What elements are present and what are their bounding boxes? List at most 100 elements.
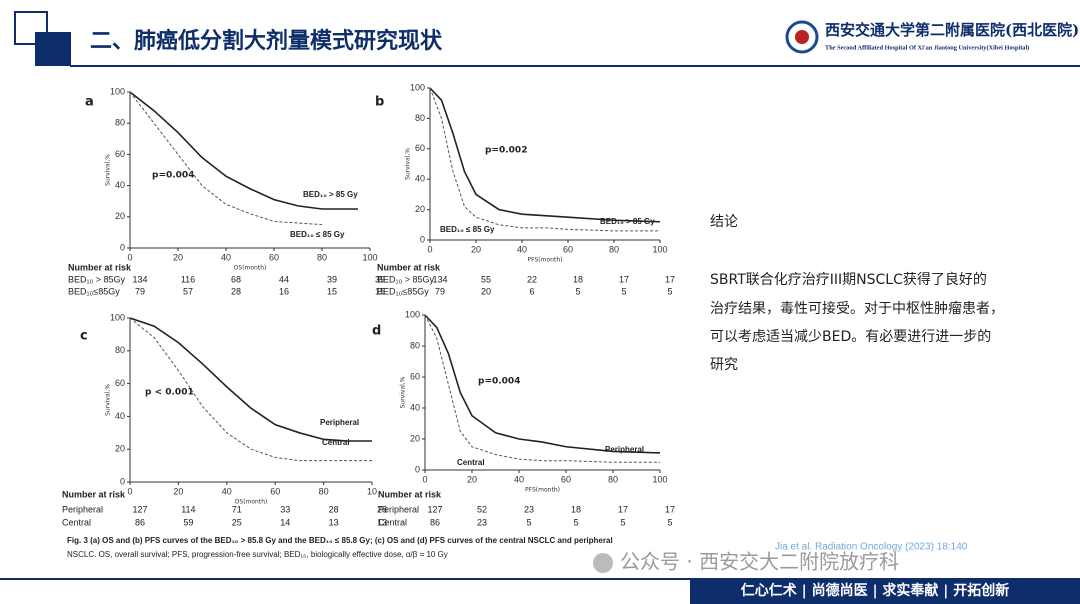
p-value: p < 0.001 <box>145 388 194 398</box>
y-axis-label: Survival,% <box>400 376 407 408</box>
y-tick-label: 20 <box>115 211 125 221</box>
hospital-name-en: The Second Affiliated Hospital Of Xi'an … <box>825 44 1029 51</box>
x-tick-label: 60 <box>269 252 279 262</box>
p-value: p=0.004 <box>152 171 194 181</box>
curve-label: Peripheral <box>320 418 359 427</box>
y-tick-label: 40 <box>115 180 125 190</box>
curve-label: Peripheral <box>605 445 644 454</box>
risk-count: 57 <box>183 286 193 296</box>
risk-row-name: BED₁₀ > 85Gy <box>68 274 126 284</box>
y-tick-label: 100 <box>410 82 425 92</box>
y-tick-label: 20 <box>410 433 420 443</box>
y-axis-label: Survival,% <box>405 148 412 180</box>
caption: Fig. 3 (a) OS and (b) PFS curves of the … <box>67 536 613 545</box>
risk-count: 116 <box>181 274 195 284</box>
conclusion-line: SBRT联合化疗治疗III期NSCLC获得了良好的 <box>710 271 987 288</box>
risk-count: 114 <box>181 504 195 514</box>
risk-count: 59 <box>183 517 193 527</box>
risk-count: 39 <box>327 274 337 284</box>
conclusion-heading: 结论 <box>710 214 738 230</box>
survival-curve <box>424 314 660 463</box>
risk-count: 5 <box>575 286 580 296</box>
risk-count: 134 <box>432 274 447 284</box>
x-tick-label: 40 <box>514 474 524 484</box>
risk-count: 18 <box>573 274 583 284</box>
survival-curve <box>129 91 358 210</box>
x-tick-label: 20 <box>173 486 183 496</box>
conclusion-line: 可以考虑适当减少BED。有必要进行进一步的 <box>710 329 991 345</box>
y-tick-label: 40 <box>410 402 420 412</box>
x-tick-label: 40 <box>517 244 527 254</box>
risk-count: 52 <box>477 504 487 514</box>
conclusion-line: 治疗结果，毒性可接受。对于中枢性肿瘤患者， <box>710 300 1004 317</box>
risk-count: 17 <box>619 274 629 284</box>
panel-label: b <box>375 95 384 110</box>
risk-count: 79 <box>135 286 145 296</box>
risk-row-name: Peripheral <box>62 504 103 514</box>
risk-row-name: BED₁₀≤85Gy <box>68 286 120 296</box>
footer-bar <box>690 578 1080 604</box>
footer-motto: 仁心仁术 | 尚德尚医 | 求实奉献 | 开拓创新 <box>741 582 1010 599</box>
deco-square <box>14 11 48 45</box>
y-tick-label: 0 <box>420 234 425 244</box>
curve-label: Central <box>457 458 485 467</box>
x-tick-label: 20 <box>471 244 481 254</box>
risk-count: 20 <box>481 286 491 296</box>
x-axis-label: OS(month) <box>234 265 267 272</box>
slide-title: 二、肺癌低分割大剂量模式研究现状 <box>90 28 443 54</box>
risk-count: 55 <box>481 274 491 284</box>
risk-count: 5 <box>667 517 672 527</box>
p-value: p=0.002 <box>485 146 527 156</box>
x-tick-label: 60 <box>563 244 573 254</box>
curve-label: BED₁₀ > 85 Gy <box>303 190 358 199</box>
x-tick-label: 100 <box>362 252 377 262</box>
survival-curve <box>129 317 372 442</box>
y-tick-label: 40 <box>415 174 425 184</box>
risk-title: Number at risk <box>377 262 441 272</box>
y-tick-label: 0 <box>120 242 125 252</box>
risk-count: 17 <box>665 274 675 284</box>
risk-row-name: Peripheral <box>378 504 419 514</box>
y-tick-label: 60 <box>115 149 125 159</box>
risk-count: 28 <box>329 504 339 514</box>
citation: Jia et al. Radiation Oncology (2023) 18:… <box>775 542 968 553</box>
curve-label: BED₁₀ ≤ 85 Gy <box>440 225 495 234</box>
risk-count: 5 <box>620 517 625 527</box>
risk-count: 39 <box>375 274 385 284</box>
risk-count: 71 <box>232 504 242 514</box>
risk-count: 18 <box>571 504 581 514</box>
x-tick-label: 20 <box>173 252 183 262</box>
risk-title: Number at risk <box>68 262 132 272</box>
risk-count: 23 <box>524 504 534 514</box>
risk-count: 15 <box>327 286 337 296</box>
risk-count: 79 <box>435 286 445 296</box>
risk-row-name: BED₁₀ > 85Gy <box>377 274 435 284</box>
y-tick-label: 60 <box>115 378 125 388</box>
wechat-icon <box>593 553 613 573</box>
risk-count: 5 <box>526 517 531 527</box>
y-tick-label: 0 <box>120 476 125 486</box>
footer-rule <box>0 578 1080 580</box>
y-tick-label: 80 <box>115 118 125 128</box>
risk-count: 17 <box>618 504 628 514</box>
risk-count: 44 <box>279 274 289 284</box>
x-tick-label: 80 <box>608 474 618 484</box>
risk-count: 127 <box>427 504 442 514</box>
risk-count: 33 <box>280 504 290 514</box>
risk-count: 13 <box>377 517 387 527</box>
risk-row-name: Central <box>62 517 91 527</box>
x-tick-label: 80 <box>609 244 619 254</box>
x-tick-label: 80 <box>317 252 327 262</box>
risk-count: 15 <box>375 286 385 296</box>
x-tick-label: 60 <box>561 474 571 484</box>
x-tick-label: 0 <box>422 474 427 484</box>
risk-title: Number at risk <box>378 489 442 499</box>
x-tick-label: 80 <box>319 486 329 496</box>
y-axis-label: Survival,% <box>105 384 112 416</box>
risk-count: 68 <box>231 274 241 284</box>
x-tick-label: 100 <box>652 474 667 484</box>
y-tick-label: 60 <box>410 371 420 381</box>
curve-label: BED₁₀ ≤ 85 Gy <box>290 230 345 239</box>
risk-count: 28 <box>231 286 241 296</box>
